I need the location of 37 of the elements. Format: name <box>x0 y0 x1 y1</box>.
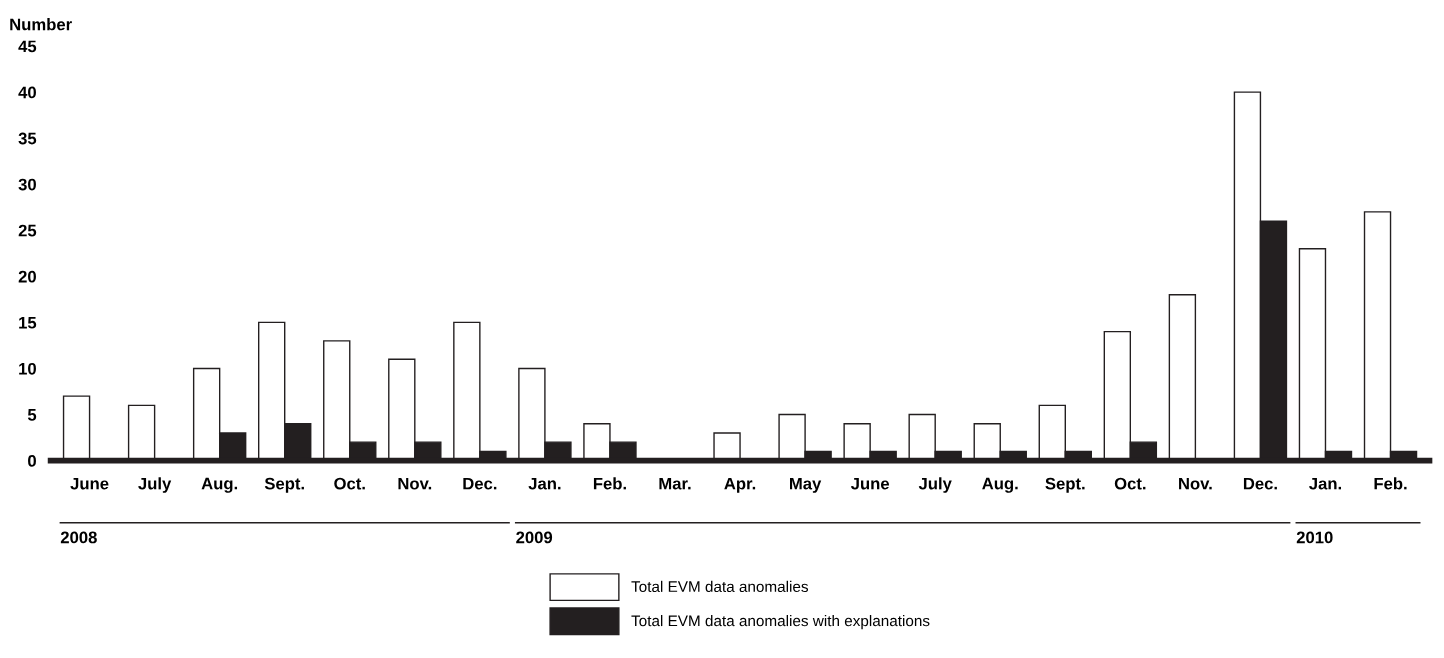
y-tick-label: 5 <box>27 409 37 421</box>
y-tick-label: 40 <box>18 86 36 99</box>
x-tick-label: Feb. <box>593 477 626 490</box>
x-tick-label: Nov. <box>1179 477 1212 490</box>
text: 2008 <box>60 531 97 544</box>
x-tick-label: Dec. <box>463 477 497 490</box>
x-tick-label: July <box>138 477 172 493</box>
x-tick-label: Oct. <box>334 477 365 490</box>
y-tick-label: 25 <box>18 224 37 237</box>
y-tick-label: 15 <box>19 316 37 329</box>
x-tick-label: Nov. <box>398 477 432 490</box>
x-tick-label: Sept. <box>264 477 304 493</box>
x-tick-label: Jan. <box>528 477 561 490</box>
x-tick-label: Apr. <box>724 477 756 493</box>
y-tick-label: 30 <box>18 178 36 191</box>
x-tick-label: Feb. <box>1374 477 1407 490</box>
x-tick-label: Mar. <box>659 477 691 490</box>
x-tick-label: Sept. <box>1045 477 1085 493</box>
x-tick-label: Aug. <box>201 477 238 493</box>
x-tick-label: Oct. <box>1114 477 1146 490</box>
x-tick-label: July <box>918 477 952 493</box>
y-tick-label: 0 <box>28 455 36 467</box>
text: 2010 <box>1296 531 1333 544</box>
x-tick-label: June <box>70 477 109 490</box>
x-tick-label: Dec. <box>1243 477 1277 490</box>
x-tick-label: May <box>790 477 822 493</box>
legend-label: Total EVM data anomalies with explanations <box>631 615 930 630</box>
x-tick-label: Jan. <box>1309 477 1342 490</box>
y-tick-label: 20 <box>18 270 36 283</box>
y-tick-label: 35 <box>18 132 37 145</box>
y-axis-title: Number <box>10 18 72 31</box>
y-tick-label: 45 <box>18 40 37 53</box>
y-tick-label: 10 <box>19 362 36 375</box>
legend-label: Total EVM data anomalies <box>631 580 809 593</box>
x-tick-label: June <box>850 477 890 490</box>
x-tick-label: Aug. <box>982 477 1018 493</box>
text: 2009 <box>516 531 553 544</box>
